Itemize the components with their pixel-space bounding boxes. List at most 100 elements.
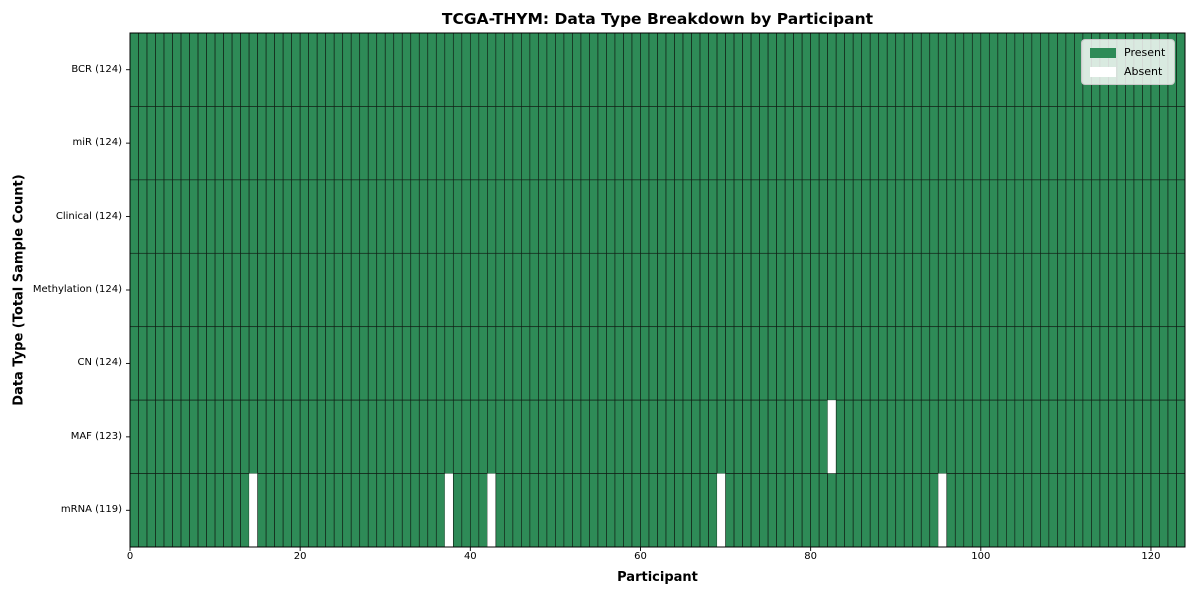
heatmap-cell (1176, 399, 1186, 474)
heatmap-cell (461, 252, 471, 328)
heatmap-cell (852, 326, 863, 401)
heatmap-cell (478, 32, 488, 107)
heatmap-cell (1091, 106, 1101, 181)
heatmap-cell (674, 32, 684, 107)
heatmap-cell (733, 179, 743, 254)
heatmap-cell (291, 32, 301, 107)
heatmap-cell (818, 106, 828, 181)
heatmap-cell (469, 473, 480, 548)
heatmap-cell (282, 473, 292, 548)
heatmap-cell (478, 326, 488, 401)
heatmap-cell (818, 326, 828, 401)
heatmap-cell (529, 106, 539, 181)
heatmap-cell (725, 179, 735, 254)
heatmap-cell (716, 32, 726, 107)
heatmap-cell (665, 252, 675, 328)
heatmap-cell (563, 399, 573, 474)
heatmap-cell (674, 326, 684, 401)
heatmap-cell (631, 326, 641, 401)
heatmap-cell (1031, 106, 1041, 181)
heatmap-cell (555, 399, 565, 474)
heatmap-cell (248, 399, 258, 474)
heatmap-cell (801, 473, 811, 548)
heatmap-cell (469, 32, 480, 107)
heatmap-cell (384, 399, 395, 474)
heatmap-cell (920, 32, 931, 107)
heatmap-cell (316, 326, 327, 401)
heatmap-cell (1159, 399, 1169, 474)
heatmap-cell (240, 32, 250, 107)
heatmap-cell (937, 399, 948, 474)
heatmap-cell (1057, 252, 1067, 328)
heatmap-cell (384, 473, 395, 548)
heatmap-cell (504, 179, 514, 254)
heatmap-cell (487, 32, 497, 107)
heatmap-cell (1014, 179, 1024, 254)
heatmap-cell (682, 252, 692, 328)
heatmap-cell (1091, 179, 1101, 254)
heatmap-cell (810, 399, 820, 474)
heatmap-cell (231, 399, 241, 474)
heatmap-cell (538, 399, 548, 474)
heatmap-cell (555, 326, 565, 401)
heatmap-cell (980, 179, 990, 254)
heatmap-cell (155, 473, 165, 548)
heatmap-cell (180, 179, 190, 254)
heatmap-cell (240, 473, 250, 548)
heatmap-cell (163, 399, 173, 474)
heatmap-cell (291, 473, 301, 548)
heatmap-cell (776, 399, 786, 474)
heatmap-cell (401, 179, 412, 254)
y-tick-label: MAF (123) (70, 430, 122, 442)
heatmap-cell (410, 326, 420, 401)
heatmap-cell (427, 252, 437, 328)
heatmap-cell (1048, 32, 1058, 107)
heatmap-cell (1082, 326, 1092, 401)
heatmap-cell (1150, 399, 1160, 474)
heatmap-cell (1159, 179, 1169, 254)
heatmap-cell (546, 473, 556, 548)
heatmap-cell (478, 179, 488, 254)
heatmap-cell (342, 473, 352, 548)
heatmap-cell (410, 473, 420, 548)
heatmap-cell (257, 179, 267, 254)
heatmap-cell (308, 252, 318, 328)
heatmap-cell (452, 32, 463, 107)
heatmap-cell (206, 252, 216, 328)
heatmap-cell (274, 106, 284, 181)
heatmap-cell (810, 106, 820, 181)
heatmap-cell (1014, 399, 1024, 474)
heatmap-cell (180, 326, 190, 401)
heatmap-cell (529, 32, 539, 107)
heatmap-cell (750, 32, 760, 107)
heatmap-cell (163, 106, 173, 181)
heatmap-cell (197, 252, 207, 328)
heatmap-cell (504, 106, 514, 181)
heatmap-cell (572, 32, 582, 107)
heatmap-cell (1023, 106, 1033, 181)
heatmap-cell (478, 252, 488, 328)
heatmap-cell (163, 326, 173, 401)
heatmap-cell (197, 399, 207, 474)
heatmap-cell (231, 32, 241, 107)
heatmap-cell (699, 252, 709, 328)
heatmap-cell (716, 179, 726, 254)
heatmap-cell (767, 32, 777, 107)
heatmap-cell (980, 252, 990, 328)
heatmap-cell (606, 399, 616, 474)
heatmap-cell (1176, 32, 1186, 107)
heatmap-cell (869, 399, 880, 474)
heatmap-cell (146, 399, 156, 474)
heatmap-cell (257, 106, 267, 181)
heatmap-cell (495, 473, 505, 548)
heatmap-cell (776, 32, 786, 107)
heatmap-cell (835, 326, 846, 401)
x-tick-label: 120 (1141, 551, 1161, 562)
heatmap-cell (606, 473, 616, 548)
heatmap-cell (937, 106, 948, 181)
heatmap-cell (589, 473, 599, 548)
heatmap-cell (299, 252, 309, 328)
heatmap-cell (725, 252, 735, 328)
heatmap-cell (657, 473, 667, 548)
heatmap-cell (708, 179, 718, 254)
